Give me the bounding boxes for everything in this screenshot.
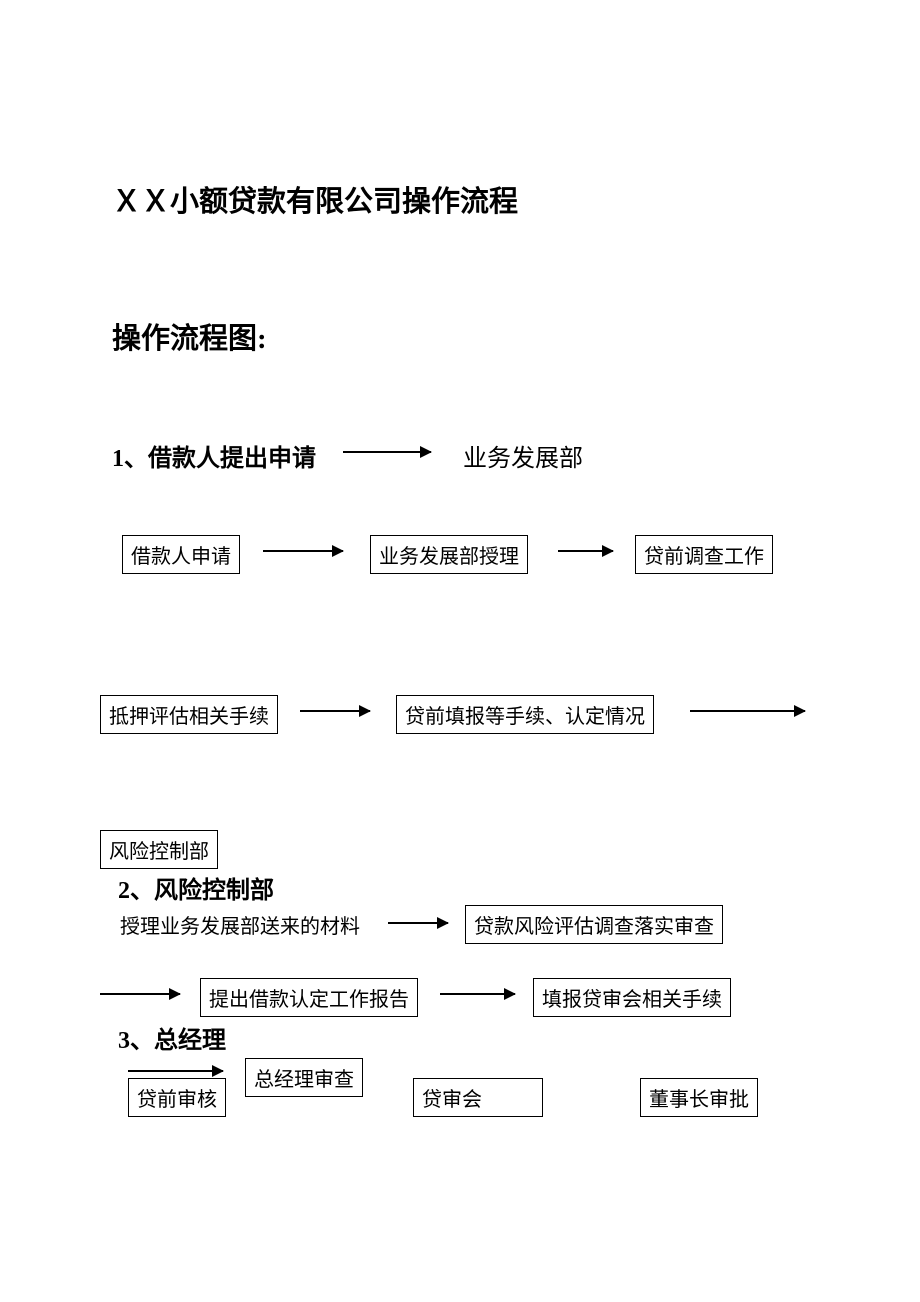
box-preloan-audit: 贷前审核: [128, 1078, 226, 1117]
box-preloan-fill: 贷前填报等手续、认定情况: [396, 695, 654, 734]
arrow-s1-a2: [558, 550, 613, 552]
box-gm-review: 总经理审查: [245, 1058, 363, 1097]
section2-subtext: 授理业务发展部送来的材料: [120, 910, 360, 939]
page-title: ＸＸ小额贷款有限公司操作流程: [112, 178, 518, 220]
box-borrower-apply: 借款人申请: [122, 535, 240, 574]
section2-label: 2、风险控制部: [118, 870, 274, 905]
box-biz-accept: 业务发展部授理: [370, 535, 528, 574]
arrow-s2-a2: [100, 993, 180, 995]
box-loan-report: 提出借款认定工作报告: [200, 978, 418, 1017]
subtitle: 操作流程图:: [112, 315, 267, 357]
box-collateral-eval: 抵押评估相关手续: [100, 695, 278, 734]
box-pre-investigation: 贷前调查工作: [635, 535, 773, 574]
arrow-s1-a4: [690, 710, 805, 712]
arrow-s2-a3: [440, 993, 515, 995]
arrow-s1-a3: [300, 710, 370, 712]
box-chairman-approve: 董事长审批: [640, 1078, 758, 1117]
section1-label: 1、借款人提出申请: [112, 438, 316, 473]
section3-label: 3、总经理: [118, 1020, 226, 1055]
arrow-s2-a1: [388, 922, 448, 924]
box-risk-control-dept: 风险控制部: [100, 830, 218, 869]
box-risk-eval: 贷款风险评估调查落实审查: [465, 905, 723, 944]
section1-dest: 业务发展部: [463, 438, 583, 473]
section1-header-arrow: [343, 451, 431, 453]
arrow-s1-a1: [263, 550, 343, 552]
box-loan-committee: 贷审会: [413, 1078, 543, 1117]
box-review-proc: 填报贷审会相关手续: [533, 978, 731, 1017]
arrow-s3-a1: [128, 1070, 223, 1072]
